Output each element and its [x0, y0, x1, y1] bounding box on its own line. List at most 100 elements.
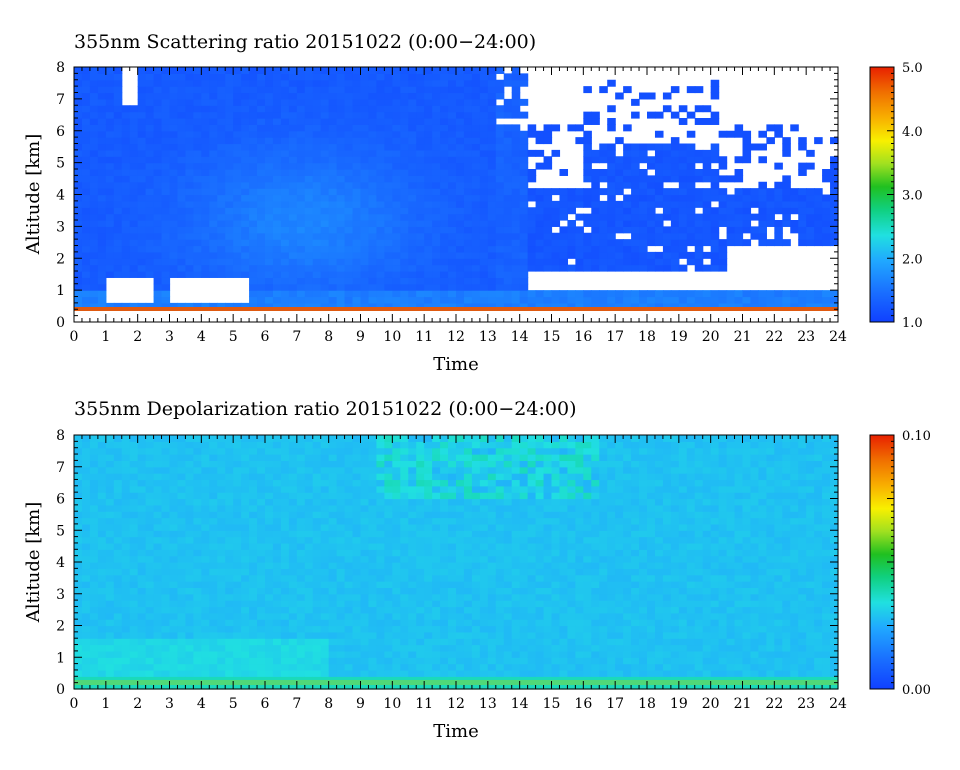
scattering-heatmap-cell	[177, 124, 187, 132]
scattering-heatmap-cell	[344, 207, 354, 215]
depolarization-heatmap-cell	[137, 485, 147, 493]
scattering-heatmap-cell	[607, 213, 616, 221]
scattering-heatmap-cell	[185, 258, 194, 266]
scattering-heatmap-cell	[376, 283, 385, 291]
depolarization-heatmap-cell	[272, 542, 282, 550]
scattering-heatmap-cell	[89, 207, 99, 215]
depolarization-heatmap-cell	[336, 568, 346, 576]
scattering-heatmap-cell	[328, 130, 338, 138]
scattering-heatmap-cell	[543, 239, 553, 247]
depolarization-heatmap-cell	[129, 549, 139, 557]
scattering-heatmap-cell	[408, 258, 417, 266]
scattering-heatmap-cell	[304, 251, 314, 259]
scattering-heatmap-cell	[623, 143, 632, 151]
scattering-heatmap-cell	[511, 188, 521, 196]
depolarization-heatmap-cell	[296, 562, 306, 569]
scattering-heatmap-cell	[145, 213, 155, 221]
scattering-heatmap-cell	[487, 302, 497, 310]
depolarization-heatmap-cell	[161, 638, 171, 646]
scattering-heatmap-cell	[599, 207, 608, 215]
scattering-heatmap-cell	[479, 200, 489, 208]
scattering-heatmap-cell	[384, 98, 393, 106]
depolarization-heatmap-cell	[416, 612, 425, 620]
scattering-heatmap-cell	[352, 181, 362, 189]
depolarization-heatmap-cell	[360, 473, 370, 481]
depolarization-heatmap-cell	[336, 644, 346, 652]
scattering-heatmap-cell	[177, 118, 187, 125]
scattering-heatmap-cell	[623, 258, 632, 266]
scattering-heatmap-cell	[710, 79, 720, 87]
scattering-heatmap-cell	[328, 220, 338, 227]
depolarization-heatmap-cell	[97, 663, 107, 671]
scattering-heatmap-cell	[686, 232, 696, 240]
scattering-heatmap-cell	[344, 169, 354, 176]
depolarization-heatmap-cell	[209, 536, 218, 544]
scattering-heatmap-cell	[161, 258, 171, 266]
scattering-heatmap-cell	[129, 220, 139, 227]
scattering-heatmap-cell	[463, 296, 473, 304]
depolarization-heatmap-cell	[257, 485, 266, 493]
scattering-heatmap-cell	[241, 258, 250, 266]
scattering-heatmap-cell	[113, 200, 123, 208]
scattering-heatmap-cell	[336, 277, 346, 285]
scattering-heatmap-cell	[631, 258, 640, 266]
scattering-heatmap-cell	[193, 92, 202, 100]
scattering-heatmap-cell	[710, 232, 720, 240]
scattering-heatmap-cell	[312, 124, 322, 132]
depolarization-heatmap-cell	[89, 441, 99, 449]
depolarization-heatmap-cell	[89, 587, 99, 595]
scattering-heatmap-cell	[790, 194, 799, 202]
depolarization-heatmap-cell	[400, 568, 409, 576]
depolarization-heatmap-cell	[249, 587, 258, 595]
scattering-heatmap-cell	[400, 111, 409, 119]
scattering-heatmap-cell	[89, 79, 99, 87]
scattering-heatmap-cell	[296, 169, 306, 176]
scattering-heatmap-cell	[312, 98, 322, 106]
scattering-heatmap-cell	[105, 239, 115, 247]
depolarization-heatmap-cell	[280, 435, 290, 442]
scattering-heatmap-cell	[440, 245, 449, 253]
scattering-heatmap-cell	[113, 86, 123, 94]
scattering-heatmap-cell	[575, 137, 584, 145]
depolarization-heatmap-cell	[185, 562, 194, 569]
scattering-heatmap-cell	[487, 105, 497, 113]
depolarization-heatmap-cell	[424, 454, 433, 461]
depolarization-heatmap-cell	[97, 523, 107, 531]
scattering-heatmap-cell	[686, 194, 696, 202]
scattering-heatmap-cell	[718, 258, 728, 266]
scattering-heatmap-cell	[519, 302, 529, 310]
depolarization-heatmap-cell	[257, 581, 266, 588]
depolarization-heatmap-cell	[328, 663, 338, 671]
scattering-heatmap-cell	[193, 181, 202, 189]
depolarization-heatmap-cell	[145, 492, 155, 500]
scattering-heatmap-cell	[121, 258, 131, 266]
scattering-heatmap-cell	[89, 92, 99, 100]
scattering-heatmap-cell	[352, 92, 362, 100]
depolarization-heatmap-cell	[408, 511, 417, 519]
scattering-heatmap-cell	[177, 130, 187, 138]
scattering-heatmap-cell	[368, 73, 378, 81]
depolarization-heatmap-cell	[201, 669, 210, 677]
scattering-heatmap-cell	[249, 220, 258, 227]
depolarization-heatmap-cell	[376, 581, 385, 588]
depolarization-heatmap-cell	[272, 638, 282, 646]
scattering-heatmap-cell	[81, 283, 91, 291]
depolarization-heatmap-cell	[336, 600, 346, 608]
scattering-heatmap-cell	[830, 188, 839, 196]
scattering-heatmap-cell	[654, 111, 664, 119]
depolarization-heatmap-cell	[280, 523, 290, 531]
depolarization-heatmap-cell	[74, 441, 83, 449]
scattering-heatmap-cell	[209, 188, 218, 196]
scattering-heatmap-cell	[495, 156, 505, 164]
depolarization-heatmap-cell	[312, 542, 322, 550]
depolarization-heatmap-cell	[304, 498, 314, 506]
scattering-heatmap-cell	[511, 296, 521, 304]
depolarization-heatmap-cell	[416, 587, 425, 595]
scattering-heatmap-cell	[352, 175, 362, 183]
scattering-heatmap-cell	[336, 194, 346, 202]
scattering-heatmap-cell	[129, 245, 139, 253]
scattering-heatmap-cell	[503, 277, 513, 285]
scattering-heatmap-cell	[280, 200, 290, 208]
depolarization-heatmap-cell	[129, 593, 139, 601]
scattering-heatmap-cell	[782, 302, 791, 310]
